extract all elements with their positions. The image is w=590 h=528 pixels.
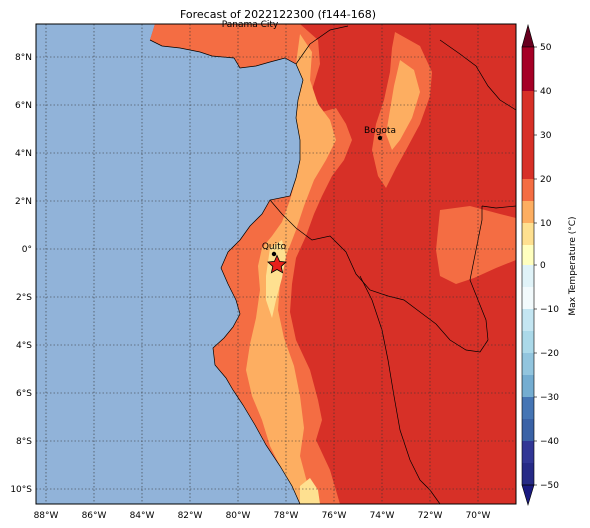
colorbar: 50 40 30 20 10 0 −10 −20 −30 −40 −50 Max… (521, 23, 578, 507)
colorbar-tick-label: −40 (540, 437, 559, 447)
colorbar-tick-label: −50 (540, 481, 559, 491)
colorbar-segment (522, 397, 534, 419)
lon-tick: 74°W (370, 511, 395, 521)
city-quito: Quito (262, 242, 287, 257)
land-warm-3 (266, 240, 286, 318)
colorbar-frame (521, 46, 535, 486)
lon-tick-labels: 88°W 86°W 84°W 82°W 80°W 78°W 76°W 74°W … (34, 511, 491, 521)
city-dot (271, 251, 277, 257)
lon-tick: 80°W (226, 511, 251, 521)
lat-tick: 6°S (16, 389, 32, 399)
city-label: Bogota (364, 126, 396, 136)
colorbar-segment (522, 91, 534, 135)
lon-tick: 78°W (274, 511, 299, 521)
colorbar-segment (522, 353, 534, 375)
map-frame (35, 23, 517, 505)
colorbar-segment (522, 331, 534, 353)
colorbar-tick-label: 50 (540, 43, 552, 53)
lon-tick: 86°W (82, 511, 107, 521)
lat-tick: 6°N (15, 101, 32, 111)
colorbar-tick-label: −10 (540, 305, 559, 315)
colorbar-segment (522, 441, 534, 463)
city-dot (377, 135, 383, 141)
colorbar-tick-label: 30 (540, 131, 552, 141)
colorbar-bottom-extend (521, 484, 535, 507)
lat-tick: 8°S (16, 437, 32, 447)
city-bogota: Bogota (364, 126, 396, 141)
colorbar-segment (522, 223, 534, 245)
lon-tick: 76°W (322, 511, 347, 521)
land-warm-2b (386, 60, 420, 150)
colorbar-tick-label: 40 (540, 87, 552, 97)
country-borders (149, 25, 516, 504)
colorbar-tick-label: −30 (540, 393, 559, 403)
colorbar-segment (522, 179, 534, 201)
colorbar-segment (522, 201, 534, 223)
colorbar-segment (522, 309, 534, 331)
colorbar-segment (522, 419, 534, 441)
lat-tick: 0° (22, 245, 32, 255)
colorbar-segment (522, 375, 534, 397)
land-warm-1c (436, 206, 516, 284)
colorbar-tick-label: 10 (540, 219, 552, 229)
colorbar-segment (522, 265, 534, 287)
land-warm-2 (246, 34, 336, 504)
lat-tick: 2°S (16, 293, 32, 303)
city-label: Quito (262, 242, 287, 252)
colorbar-segment (522, 287, 534, 309)
lon-tick: 82°W (178, 511, 203, 521)
map-gridlines (36, 24, 516, 504)
lat-tick-labels: 8°N 6°N 4°N 2°N 0° 2°S 4°S 6°S 8°S 10°S (10, 53, 32, 495)
lon-tick: 70°W (466, 511, 491, 521)
colorbar-segment (522, 463, 534, 485)
lat-tick: 2°N (15, 197, 32, 207)
colorbar-segment (522, 135, 534, 179)
lon-tick: 72°W (418, 511, 443, 521)
lat-tick: 10°S (10, 485, 32, 495)
lat-tick: 8°N (15, 53, 32, 63)
colorbar-tick-label: −20 (540, 349, 559, 359)
lat-tick: 4°S (16, 341, 32, 351)
colorbar-ticks (534, 46, 537, 486)
colorbar-segment (522, 245, 534, 265)
colorbar-segment (522, 47, 534, 91)
map-title: Forecast of 2022122300 (f144-168) (179, 8, 377, 21)
lon-tick: 88°W (34, 511, 59, 521)
city-label: Panama City (222, 20, 279, 30)
location-star-icon (267, 254, 287, 274)
city-panama: Panama City (222, 20, 279, 30)
colorbar-tick-label: 20 (540, 175, 552, 185)
colorbar-tick-label: 0 (540, 261, 546, 271)
lat-tick: 4°N (15, 149, 32, 159)
lon-tick: 84°W (130, 511, 155, 521)
colorbar-label: Max Temperature (°C) (568, 216, 578, 315)
land-warm-3b (300, 478, 320, 504)
colorbar-top-extend (521, 23, 535, 48)
